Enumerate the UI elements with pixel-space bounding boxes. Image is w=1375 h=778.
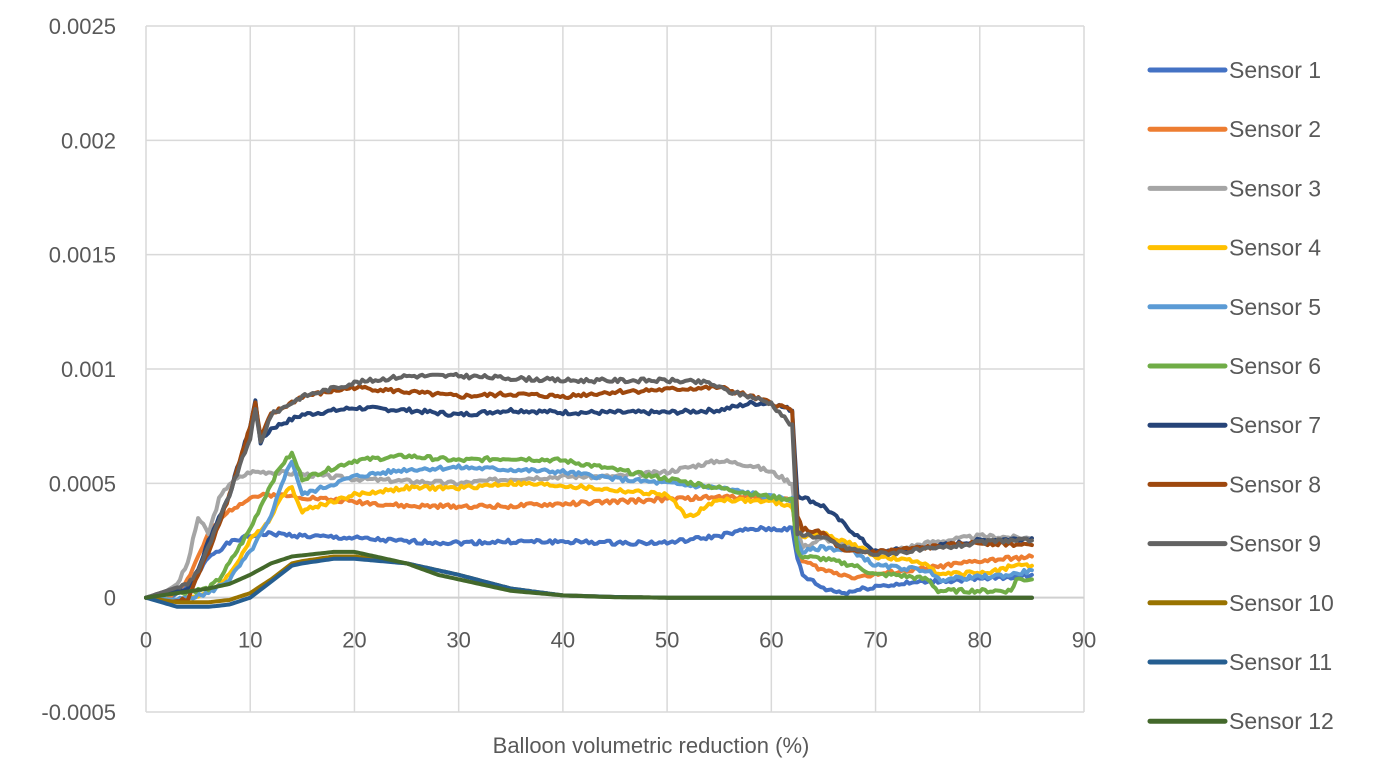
legend-item: Sensor 11 [1147, 649, 1332, 675]
legend-item: Sensor 10 [1147, 590, 1334, 616]
legend-item: Sensor 2 [1147, 116, 1321, 142]
legend-item: Sensor 7 [1147, 412, 1321, 438]
y-tick-label: 0.002 [61, 128, 116, 153]
y-tick-label: -0.0005 [41, 700, 116, 725]
legend-item: Sensor 6 [1147, 353, 1321, 379]
legend: Sensor 1 Sensor 2 Sensor 3 Sensor 4 Sensor 5… [1147, 57, 1334, 734]
legend-label: Sensor 3 [1229, 175, 1321, 201]
legend-item: Sensor 1 [1147, 57, 1321, 83]
series-line-sensor-6 [144, 450, 1034, 600]
legend-label: Sensor 2 [1229, 116, 1321, 142]
y-axis-tick-labels: -0.0005 0 0.0005 0.001 0.0015 0.002 0.0025 [41, 14, 116, 725]
x-tick-label: 40 [551, 628, 575, 653]
x-tick-label: 50 [655, 628, 679, 653]
x-tick-label: 70 [863, 628, 887, 653]
legend-label: Sensor 1 [1229, 57, 1321, 83]
y-tick-label: 0.0015 [49, 243, 116, 268]
x-tick-label: 60 [759, 628, 783, 653]
legend-label: Sensor 4 [1229, 235, 1321, 261]
legend-label: Sensor 11 [1229, 649, 1332, 675]
legend-label: Sensor 10 [1229, 590, 1334, 616]
x-tick-label: 20 [342, 628, 366, 653]
x-tick-label: 10 [238, 628, 262, 653]
legend-label: Sensor 12 [1229, 708, 1334, 734]
series-line-sensor-12 [144, 549, 1034, 600]
legend-label: Sensor 6 [1229, 353, 1321, 379]
legend-label: Sensor 9 [1229, 531, 1321, 557]
x-tick-label: 30 [446, 628, 470, 653]
legend-item: Sensor 4 [1147, 235, 1321, 261]
legend-label: Sensor 8 [1229, 471, 1321, 497]
gridlines [146, 25, 1085, 712]
series-line-sensor-5 [144, 459, 1034, 602]
x-tick-label: 90 [1072, 628, 1096, 653]
legend-label: Sensor 5 [1229, 294, 1321, 320]
x-axis-title: Balloon volumetric reduction (%) [493, 733, 810, 758]
legend-item: Sensor 12 [1147, 708, 1334, 734]
y-tick-label: 0.0025 [49, 14, 116, 39]
legend-item: Sensor 5 [1147, 294, 1321, 320]
series-line-sensor-1 [144, 525, 1034, 602]
x-tick-label: 80 [968, 628, 992, 653]
legend-item: Sensor 3 [1147, 175, 1321, 201]
series-line-sensor-9 [144, 371, 1034, 600]
x-tick-label: 0 [140, 628, 152, 653]
series-line-sensor-4 [144, 479, 1034, 604]
y-tick-label: 0 [104, 586, 116, 611]
y-tick-label: 0.001 [61, 357, 116, 382]
y-tick-label: 0.0005 [49, 471, 116, 496]
legend-label: Sensor 7 [1229, 412, 1321, 438]
series-lines [144, 371, 1034, 609]
legend-item: Sensor 9 [1147, 531, 1321, 557]
x-axis-tick-labels: 0 10 20 30 40 50 60 70 80 90 [140, 628, 1096, 653]
legend-item: Sensor 8 [1147, 471, 1321, 497]
